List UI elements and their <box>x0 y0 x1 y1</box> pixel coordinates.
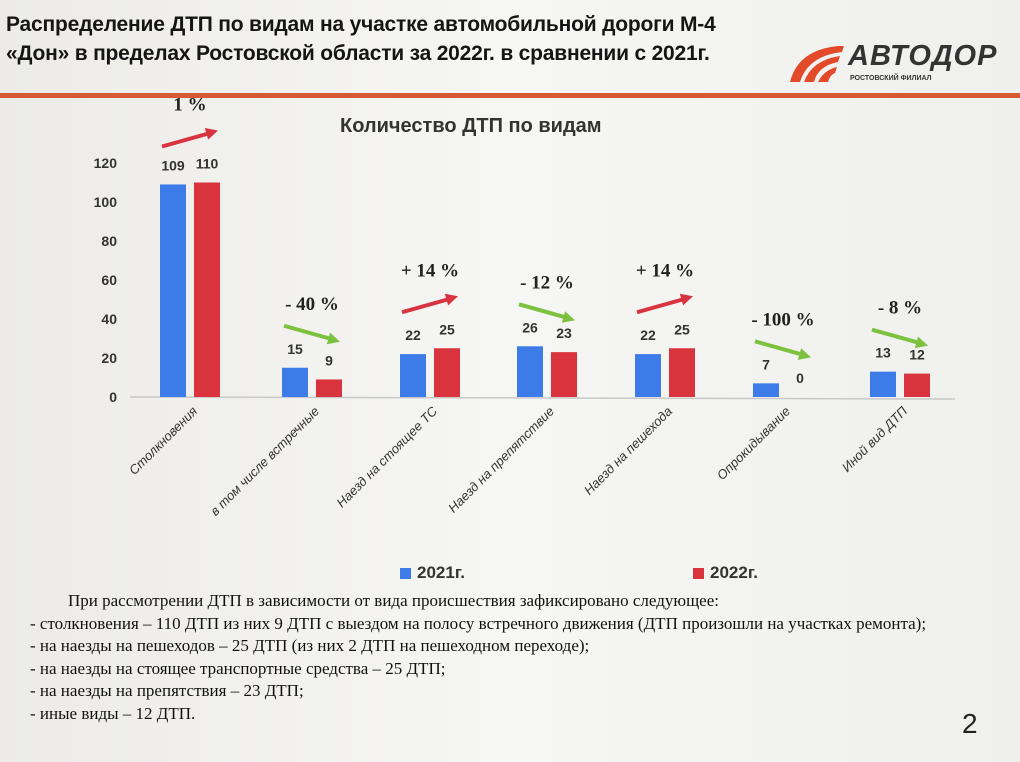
data-label: 110 <box>196 156 219 172</box>
data-label: 25 <box>674 321 690 337</box>
arrow-up-icon <box>401 296 453 315</box>
arrow-head-icon <box>204 128 218 140</box>
data-label: 15 <box>287 341 303 357</box>
bar-2022 <box>669 348 695 397</box>
bar-2021 <box>635 354 661 397</box>
x-tick-label: Наезд на пешехода <box>581 404 675 498</box>
y-tick-label: 100 <box>94 194 118 210</box>
bar-2022 <box>551 352 577 397</box>
slide-title: Распределение ДТП по видам на участке ав… <box>6 13 716 65</box>
arrow-down-icon <box>518 302 570 321</box>
change-percent-label: + 14 % <box>401 260 459 281</box>
data-label: 12 <box>909 347 925 363</box>
data-label: 22 <box>640 327 656 343</box>
arrow-down-icon <box>871 327 923 346</box>
summary-line: - на наезды на пешеходов – 25 ДТП (из ни… <box>30 636 590 655</box>
legend-swatch <box>693 567 704 579</box>
change-percent-label: 1 % <box>173 95 206 116</box>
arrow-head-icon <box>914 336 928 349</box>
bar-2021 <box>517 346 543 397</box>
data-label: 25 <box>439 321 455 337</box>
arrow-head-icon <box>326 332 340 345</box>
page-number: 2 <box>962 708 978 739</box>
y-tick-label: 0 <box>109 389 117 405</box>
data-label: 7 <box>762 356 770 372</box>
arrow-down-icon <box>283 323 335 342</box>
bar-2021 <box>400 354 426 397</box>
bar-2021 <box>160 184 186 397</box>
change-percent-label: - 12 % <box>520 272 574 293</box>
x-tick-label: в том числе встречные <box>207 404 322 519</box>
legend-swatch <box>400 567 411 579</box>
logo-text: АВТОДОР <box>848 40 998 72</box>
arrow-head-icon <box>561 311 575 323</box>
y-tick-label: 80 <box>101 233 117 249</box>
bar-2022 <box>904 373 930 397</box>
x-tick-label: Иной вид ДТП <box>839 403 911 475</box>
bar-2021 <box>282 367 308 397</box>
x-axis-line <box>129 396 956 400</box>
bar-2022 <box>316 379 342 397</box>
y-tick-label: 20 <box>101 350 117 366</box>
header-divider <box>0 93 1020 98</box>
x-tick-label: Опрокидывание <box>714 404 793 483</box>
data-label: 9 <box>325 352 333 368</box>
bar-2021 <box>870 371 896 397</box>
change-percent-label: - 40 % <box>285 294 339 315</box>
legend-label: 2022г. <box>710 563 758 582</box>
change-percent-label: - 100 % <box>751 309 814 330</box>
summary-text: При рассмотрении ДТП в зависимости от ви… <box>30 590 1015 725</box>
x-tick-label: Столкновения <box>126 403 200 477</box>
logo-subtext: РОСТОВСКИЙ ФИЛИАЛ <box>850 75 932 82</box>
bar-2022 <box>194 182 220 397</box>
avtodor-logo: АВТОДОР РОСТОВСКИЙ ФИЛИАЛ <box>788 40 1013 90</box>
x-tick-label: Наезд на препятствие <box>445 404 557 516</box>
arrow-head-icon <box>797 348 811 360</box>
data-label: 109 <box>161 157 185 173</box>
y-tick-label: 60 <box>101 272 117 288</box>
legend-item-2021: 2021г. <box>400 563 465 583</box>
bar-2022 <box>434 348 460 397</box>
change-percent-label: + 14 % <box>636 260 694 281</box>
change-percent-label: - 8 % <box>878 298 922 319</box>
legend-label: 2021г. <box>417 563 465 582</box>
data-label: 13 <box>875 345 891 361</box>
logo-stripes-icon <box>790 46 844 82</box>
arrow-up-icon <box>161 130 213 149</box>
bar-2021 <box>753 383 779 397</box>
summary-line: - иные виды – 12 ДТП. <box>30 703 196 723</box>
data-label: 23 <box>556 325 572 341</box>
data-label: 0 <box>796 370 804 386</box>
y-tick-label: 120 <box>94 155 118 171</box>
x-tick-label: Наезд на стоящее ТС <box>333 403 440 510</box>
summary-line: При рассмотрении ДТП в зависимости от ви… <box>68 591 719 610</box>
data-label: 26 <box>522 319 538 335</box>
summary-line: - на наезды на стоящее транспортные сред… <box>30 658 446 678</box>
y-tick-label: 40 <box>101 311 117 327</box>
legend-item-2022: 2022г. <box>693 563 758 583</box>
chart-title: Количество ДТП по видам <box>340 115 602 137</box>
data-label: 22 <box>405 327 421 343</box>
summary-line: - столкновения – 110 ДТП из них 9 ДТП с … <box>30 613 927 633</box>
arrow-up-icon <box>636 296 688 315</box>
arrow-down-icon <box>754 339 806 358</box>
summary-line: - на наезды на препятствия – 23 ДТП; <box>30 681 304 700</box>
arrow-head-icon <box>444 293 458 306</box>
arrow-head-icon <box>679 293 693 306</box>
